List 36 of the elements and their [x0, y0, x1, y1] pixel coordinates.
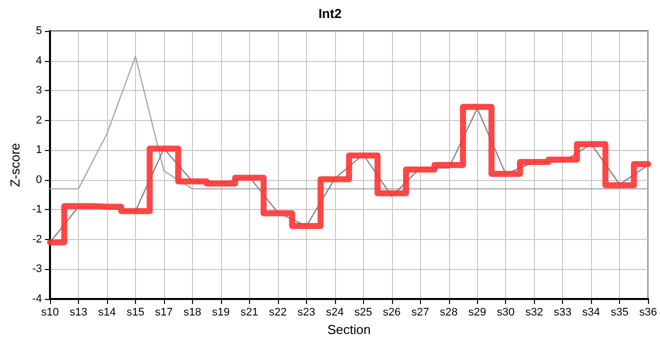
x-tick-label: s32	[525, 306, 544, 318]
x-tick-label: s21	[240, 306, 258, 318]
x-tick-label: s19	[212, 306, 230, 318]
chart-title: Int2	[318, 6, 342, 21]
y-axis-title: Z-score	[7, 142, 22, 188]
y-tick-label: 5	[36, 25, 42, 37]
x-tick-label: s17	[155, 306, 173, 318]
y-tick-label: 3	[36, 84, 42, 97]
x-tick-label: s13	[70, 306, 88, 318]
x-tick-label: s27	[411, 306, 430, 318]
x-tick-label: s26	[382, 306, 401, 318]
y-tick-label: -4	[32, 293, 42, 305]
x-axis-title: Section	[327, 322, 371, 337]
x-tick-label: s29	[468, 306, 486, 318]
x-tick-label: s33	[554, 306, 572, 318]
x-tick-label: s18	[184, 306, 202, 318]
y-tick-label: 2	[36, 114, 42, 126]
x-tick-label: s34	[582, 306, 600, 318]
x-tick-label: s23	[297, 306, 316, 318]
y-tick-label: -2	[32, 233, 42, 246]
y-tick-label: 0	[36, 174, 42, 186]
x-tick-label: s36	[639, 306, 658, 318]
x-tick-label: s35	[610, 306, 629, 318]
line-series	[49, 56, 649, 190]
x-tick-label: s10	[41, 306, 59, 318]
y-tick-label: 4	[36, 54, 42, 67]
x-tick-label: s28	[440, 306, 458, 318]
y-tick-label: -3	[32, 263, 42, 276]
x-tick-label: s22	[268, 306, 287, 318]
x-tick-label: s14	[98, 306, 116, 318]
x-tick-label: s25	[354, 306, 372, 318]
x-tick-label: s15	[126, 306, 144, 318]
x-tick-label: s30	[496, 306, 515, 318]
y-tick-label: -1	[32, 204, 42, 216]
x-tick-label: s24	[326, 306, 344, 318]
y-tick-label: 1	[36, 144, 42, 156]
